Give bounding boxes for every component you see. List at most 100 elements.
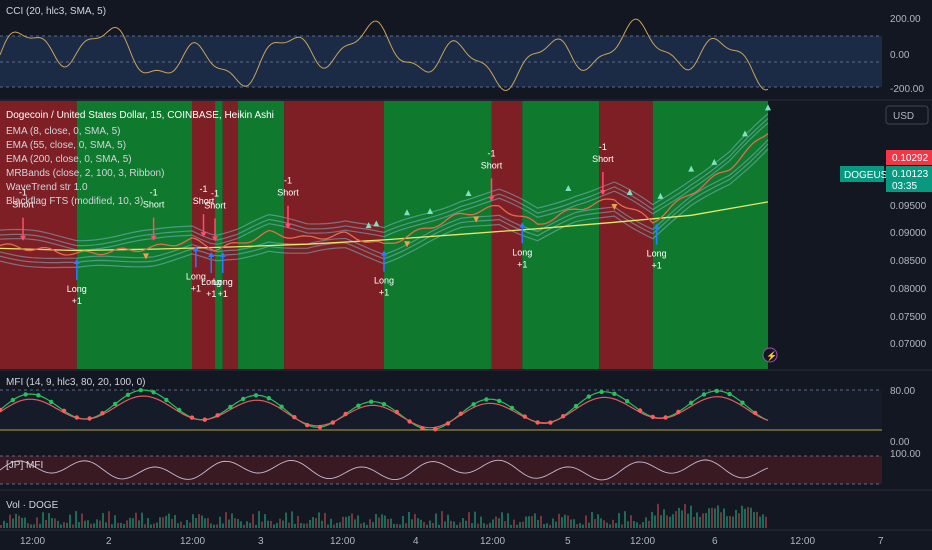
volume-bar-75 — [225, 512, 227, 528]
short-count-3: -1 — [211, 188, 219, 198]
indicator-ema8[interactable]: EMA (8, close, 0, SMA, 5) — [6, 126, 120, 137]
volume-bar-38 — [114, 515, 116, 528]
ribbon-upper-2 — [0, 122, 769, 251]
volume-bar-5 — [15, 513, 17, 528]
jp-mfi-title[interactable]: [JP] MFI — [6, 460, 43, 471]
volume-bar-77 — [231, 513, 233, 528]
volume-bar-120 — [360, 523, 362, 528]
volume-bar-162 — [486, 524, 488, 528]
volume-bar-164 — [492, 519, 494, 528]
jp-mfi-path — [0, 459, 769, 481]
volume-bar-133 — [399, 524, 401, 528]
volume-bar-121 — [363, 522, 365, 528]
bull-marker-6 — [626, 189, 633, 196]
volume-bar-178 — [534, 513, 536, 528]
volume-bar-59 — [177, 523, 179, 528]
volume-bar-201 — [603, 520, 605, 528]
volume-bar-17 — [51, 518, 53, 528]
volume-bar-115 — [345, 516, 347, 528]
main-title[interactable]: Dogecoin / United States Dollar, 15, COI… — [6, 110, 274, 121]
volume-bars — [0, 503, 767, 528]
cci-title[interactable]: CCI (20, hlc3, SMA, 5) — [6, 6, 106, 17]
volume-bar-236 — [708, 508, 710, 528]
mfi-dot-25 — [317, 424, 323, 430]
signals-layer: -1Short-1Short-1Short-1Short-1Short-1Sho… — [12, 104, 771, 306]
x-tick-0: 12:00 — [20, 536, 45, 547]
volume-bar-251 — [753, 512, 755, 528]
alert-bolt-icon[interactable] — [762, 347, 778, 363]
mfi-dot-47 — [599, 389, 604, 395]
volume-bar-232 — [696, 512, 698, 528]
mfi-dot-26 — [330, 420, 335, 425]
volume-bar-7 — [21, 517, 23, 528]
short-count-4: -1 — [284, 176, 292, 186]
volume-bar-23 — [69, 514, 71, 528]
volume-bar-113 — [339, 522, 341, 528]
volume-bar-108 — [324, 512, 326, 528]
volume-bar-65 — [195, 518, 197, 528]
mfi-dot-14 — [177, 407, 182, 413]
short-label-5: Short — [481, 160, 503, 170]
volume-bar-76 — [228, 519, 230, 528]
volume-bar-68 — [204, 518, 206, 528]
indicator-ema200[interactable]: EMA (200, close, 0, SMA, 5) — [6, 154, 132, 165]
volume-bar-56 — [168, 513, 170, 528]
volume-title[interactable]: Vol · DOGE — [6, 500, 59, 511]
currency-button[interactable] — [885, 105, 929, 125]
indicator-mrbands[interactable]: MRBands (close, 2, 100, 3, Ribbon) — [6, 168, 164, 179]
volume-bar-86 — [258, 511, 260, 528]
x-tick-2: 12:00 — [180, 536, 205, 547]
volume-bar-204 — [612, 519, 614, 528]
long-arrowhead-6 — [653, 223, 660, 229]
mfi-dot-40 — [509, 405, 515, 411]
long-count-1: +1 — [191, 283, 201, 293]
volume-bar-13 — [39, 523, 41, 528]
mfi-dot-39 — [497, 398, 502, 404]
alert-bolt-glyph: ⚡ — [766, 350, 777, 362]
indicator-wavetrend[interactable]: WaveTrend str 1.0 — [6, 182, 88, 193]
mfi-dot-52 — [663, 415, 668, 420]
volume-bar-74 — [222, 523, 224, 528]
mfi-tick-0: 0.00 — [890, 437, 910, 448]
volume-bar-141 — [423, 522, 425, 528]
regime-bear-10 — [491, 101, 523, 369]
bull-marker-9 — [711, 158, 718, 165]
volume-bar-60 — [180, 521, 182, 528]
volume-bar-118 — [354, 519, 356, 528]
volume-bar-34 — [102, 513, 104, 528]
volume-bar-129 — [387, 519, 389, 528]
volume-bar-183 — [549, 524, 551, 528]
volume-bar-150 — [450, 520, 452, 528]
price-line — [0, 133, 769, 256]
mfi-dot-11 — [138, 388, 143, 393]
mfi-dot-3 — [36, 393, 41, 398]
mfi-dot-7 — [87, 416, 92, 421]
volume-bar-131 — [393, 523, 395, 528]
mfi-dot-30 — [381, 402, 387, 407]
x-tick-10: 12:00 — [790, 536, 815, 547]
long-label-2: Long — [201, 277, 221, 287]
volume-bar-26 — [78, 522, 80, 528]
volume-bar-193 — [579, 523, 581, 528]
mfi-title[interactable]: MFI (14, 9, hlc3, 80, 20, 100, 0) — [6, 377, 146, 388]
mfi-dot-41 — [522, 414, 527, 419]
volume-bar-250 — [750, 507, 752, 528]
volume-bar-106 — [318, 512, 320, 528]
volume-bar-80 — [240, 521, 242, 528]
mfi-dot-57 — [727, 391, 732, 397]
volume-bar-155 — [465, 520, 467, 528]
volume-bar-15 — [45, 520, 47, 528]
volume-bar-254 — [762, 514, 764, 528]
price-tick-0.095: 0.09500 — [890, 201, 927, 212]
volume-bar-87 — [261, 521, 263, 528]
indicator-blackflag[interactable]: Blackflag FTS (modified, 10, 3) — [6, 196, 143, 207]
x-tick-4: 12:00 — [330, 536, 355, 547]
volume-bar-156 — [468, 512, 470, 528]
volume-bar-147 — [441, 511, 443, 528]
short-label-0: Short — [12, 200, 34, 210]
short-count-6: -1 — [599, 142, 607, 152]
price-tag-red-value: 0.10292 — [892, 153, 929, 164]
indicator-ema55[interactable]: EMA (55, close, 0, SMA, 5) — [6, 140, 126, 151]
volume-bar-19 — [57, 520, 59, 528]
volume-bar-149 — [447, 514, 449, 528]
